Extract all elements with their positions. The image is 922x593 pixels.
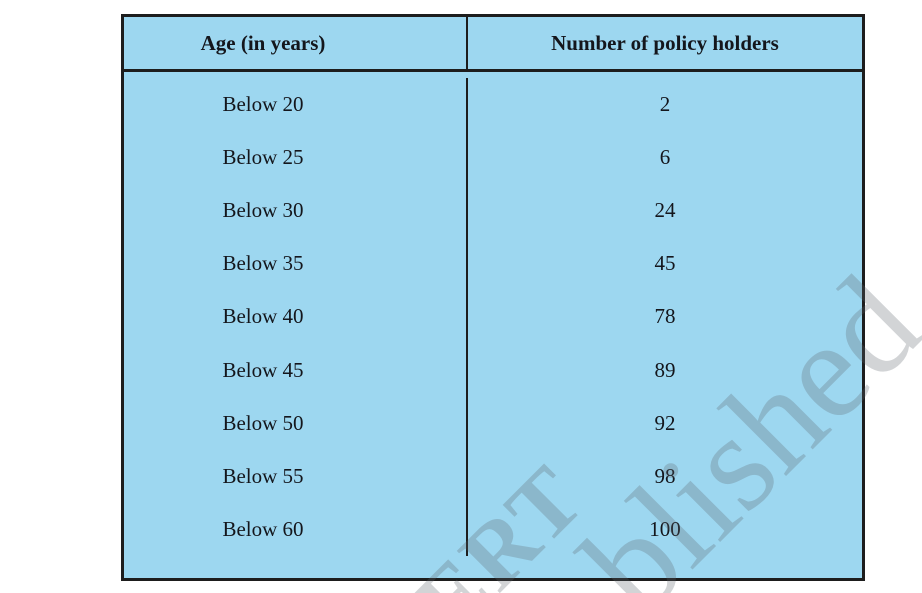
age-cell: Below 20: [124, 78, 468, 132]
table-body: Below 20 2 Below 25 6 Below 30 24 Below 35 45 Be…: [124, 72, 862, 578]
policy-holders-cell: 89: [654, 357, 676, 382]
policy-holders-cell: 45: [654, 251, 676, 276]
policy-holders-cell: 92: [654, 410, 676, 435]
policy-holders-cell: 6: [659, 145, 671, 170]
age-cell: Below 55: [124, 449, 468, 503]
table-row: Below 20 2: [124, 78, 862, 132]
policy-holders-cell: 2: [659, 92, 671, 117]
table-row: Below 60 100: [124, 502, 862, 556]
policy-holders-cell: 24: [654, 198, 676, 223]
age-cell: Below 35: [124, 237, 468, 291]
column-header-policy-holders: Number of policy holders: [551, 30, 779, 55]
column-header-age: Age (in years): [124, 17, 468, 69]
policy-holders-cell: 100: [649, 516, 681, 541]
table-row: Below 25 6: [124, 131, 862, 185]
age-cell: Below 60: [124, 502, 468, 556]
table-header-row: Age (in years) Number of policy holders: [124, 17, 862, 72]
age-cell: Below 25: [124, 131, 468, 185]
age-cell: Below 30: [124, 184, 468, 238]
policy-holders-cell: 78: [654, 304, 676, 329]
table-row: Below 35 45: [124, 237, 862, 291]
table-row: Below 45 89: [124, 343, 862, 397]
policy-holders-table: Age (in years) Number of policy holders …: [121, 14, 865, 581]
table-row: Below 40 78: [124, 290, 862, 344]
table-row: Below 30 24: [124, 184, 862, 238]
age-cell: Below 45: [124, 343, 468, 397]
policy-holders-cell: 98: [654, 463, 676, 488]
age-cell: Below 40: [124, 290, 468, 344]
table-row: Below 55 98: [124, 449, 862, 503]
age-cell: Below 50: [124, 396, 468, 450]
table-row: Below 50 92: [124, 396, 862, 450]
